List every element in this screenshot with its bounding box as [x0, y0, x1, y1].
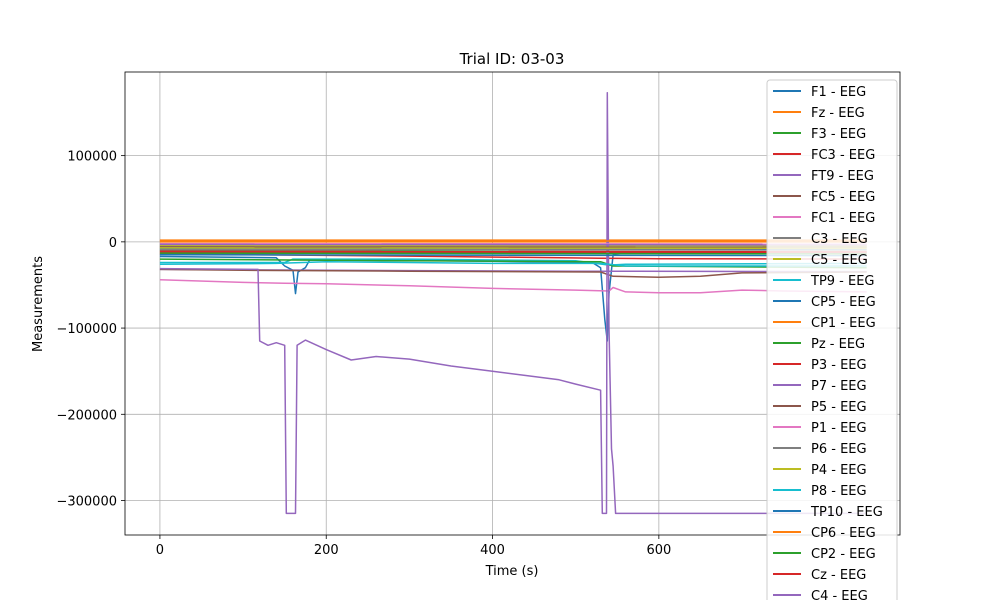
y-tick-label: 0: [109, 236, 117, 251]
y-axis-label: Measurements: [31, 256, 46, 352]
series-line-9: [159, 258, 867, 266]
y-axis-ticks: −300000 −200000 −100000 0 100000: [56, 150, 125, 510]
plot-frame: [124, 71, 901, 536]
legend-label: FC3 - EEG: [811, 148, 875, 163]
series-line-13: [159, 251, 867, 254]
legend-label: Cz - EEG: [811, 568, 866, 583]
legend-label: C5 - EEG: [811, 253, 868, 268]
series-line-22: [159, 252, 867, 255]
series-line-14: [159, 91, 867, 515]
legend-label: P3 - EEG: [811, 358, 867, 373]
legend-label: F1 - EEG: [811, 85, 866, 100]
legend-label: P1 - EEG: [811, 421, 867, 436]
legend-label: C4 - EEG: [811, 589, 868, 600]
legend-label: P7 - EEG: [811, 379, 867, 394]
legend-label: P5 - EEG: [811, 400, 867, 415]
y-tick-label: −100000: [56, 322, 117, 337]
legend-label: CP1 - EEG: [811, 316, 876, 331]
series-group: [159, 91, 867, 515]
y-tick-label: −200000: [56, 408, 117, 423]
legend-label: CP2 - EEG: [811, 547, 876, 562]
legend-label: TP10 - EEG: [810, 505, 883, 520]
legend-label: Pz - EEG: [811, 337, 865, 352]
legend-label: TP9 - EEG: [810, 274, 875, 289]
series-line-15: [159, 246, 867, 249]
legend-label: FC5 - EEG: [811, 190, 875, 205]
legend-label: FC1 - EEG: [811, 211, 875, 226]
x-tick-label: 400: [480, 543, 505, 558]
series-line-23: [159, 250, 867, 253]
series-line-24: [159, 243, 867, 246]
x-tick-label: 200: [314, 543, 339, 558]
series-line-5: [159, 268, 867, 278]
legend-box: [766, 79, 898, 600]
legend-label: F3 - EEG: [811, 127, 866, 142]
x-axis-ticks: 0 200 400 600: [156, 535, 671, 558]
legend-label: P6 - EEG: [811, 442, 867, 457]
legend-label: CP5 - EEG: [811, 295, 876, 310]
legend-label: Fz - EEG: [811, 106, 865, 121]
legend-label: C3 - EEG: [811, 232, 868, 247]
chart-title: Trial ID: 03-03: [459, 50, 565, 68]
y-tick-label: 100000: [67, 150, 117, 165]
legend-label: P4 - EEG: [811, 463, 867, 478]
series-line-20: [159, 254, 867, 257]
legend-label: CP6 - EEG: [811, 526, 876, 541]
y-tick-label: −300000: [56, 495, 117, 510]
x-tick-label: 600: [646, 543, 671, 558]
series-line-19: [159, 260, 867, 267]
legend-label: FT9 - EEG: [811, 169, 874, 184]
legend: F1 - EEG Fz - EEG F3 - EEG FC3 - EEG FT9 - E…: [766, 79, 898, 600]
x-tick-label: 0: [156, 543, 164, 558]
legend-label: P8 - EEG: [811, 484, 867, 499]
x-axis-label: Time (s): [485, 564, 539, 579]
